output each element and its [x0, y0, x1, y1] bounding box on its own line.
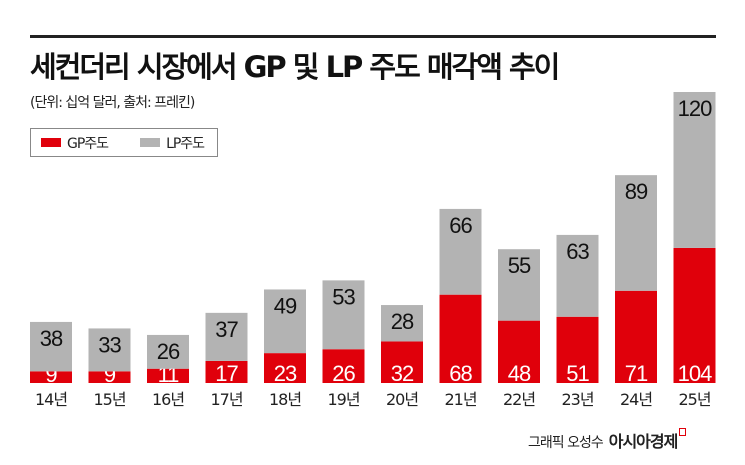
bar-gp-25년 — [673, 247, 716, 383]
credit-text: 그래픽 오성수 — [528, 435, 604, 451]
chart-title: 세컨더리 시장에서 GP 및 LP 주도 매각액 추이 — [30, 50, 560, 84]
x-tick-label: 24년 — [620, 390, 652, 409]
x-tick-label: 23년 — [561, 390, 593, 409]
data-label: 71 — [625, 361, 648, 386]
legend-swatch-lp — [140, 138, 161, 147]
data-label: 33 — [98, 332, 121, 357]
data-label: 26 — [157, 339, 180, 364]
bar-lp-21년 — [439, 208, 482, 295]
bar-lp-18년 — [264, 289, 306, 354]
data-label: 63 — [566, 239, 589, 264]
x-tick-label: 14년 — [35, 390, 67, 409]
data-label: 120 — [678, 96, 712, 121]
data-label: 89 — [625, 179, 648, 204]
bar-lp-17년 — [205, 312, 248, 361]
legend-label-lp: LP주도 — [166, 135, 205, 152]
bar-lp-19년 — [322, 280, 365, 350]
data-label: 28 — [391, 309, 414, 334]
legend-label-gp: GP주도 — [67, 135, 109, 152]
x-tick-label: 15년 — [93, 390, 125, 409]
bar-lp-25년 — [673, 92, 716, 248]
bar-gp-23년 — [556, 316, 599, 383]
data-label: 66 — [449, 213, 472, 238]
data-label: 26 — [332, 361, 355, 386]
bar-gp-14년 — [30, 371, 72, 383]
bar-lp-20년 — [381, 305, 423, 342]
data-label: 37 — [215, 317, 238, 342]
bar-gp-24년 — [615, 290, 657, 383]
bar-lp-16년 — [147, 334, 189, 369]
chart-subtitle: (단위: 십억 달러, 출처: 프레킨) — [30, 95, 195, 111]
data-label: 68 — [449, 361, 472, 386]
data-label: 23 — [274, 361, 297, 386]
data-label: 51 — [566, 361, 589, 386]
bar-gp-18년 — [264, 353, 306, 383]
bar-gp-19년 — [322, 349, 365, 383]
x-tick-label: 17년 — [210, 390, 242, 409]
x-tick-label: 16년 — [152, 390, 184, 409]
data-label: 49 — [274, 293, 297, 318]
bar-lp-22년 — [498, 249, 540, 321]
bar-lp-24년 — [615, 175, 657, 291]
data-label: 55 — [508, 253, 531, 278]
legend: GP주도 LP주도 — [30, 128, 218, 157]
x-tick-label: 22년 — [503, 390, 535, 409]
x-tick-label: 25년 — [678, 390, 710, 409]
bar-gp-22년 — [498, 320, 540, 383]
data-label: 17 — [215, 361, 238, 386]
data-label: 32 — [391, 361, 414, 386]
data-label: 104 — [678, 361, 712, 386]
legend-swatch-gp — [41, 138, 61, 147]
bar-gp-17년 — [205, 360, 248, 383]
bar-lp-15년 — [88, 328, 131, 372]
bar-gp-20년 — [381, 341, 423, 383]
credit: 그래픽 오성수 아시아경제 — [528, 428, 687, 452]
data-label: 38 — [40, 326, 63, 351]
bar-lp-14년 — [30, 321, 72, 372]
x-tick-label: 20년 — [386, 390, 418, 409]
bar-gp-16년 — [147, 368, 189, 383]
bar-gp-15년 — [88, 371, 131, 383]
x-tick-label: 18년 — [269, 390, 301, 409]
x-tick-label: 21년 — [444, 390, 476, 409]
brand-mark-icon — [679, 428, 687, 436]
x-tick-label: 19년 — [327, 390, 359, 409]
data-label: 53 — [332, 284, 355, 309]
brand-logo: 아시아경제 — [608, 432, 679, 451]
top-rule — [30, 35, 716, 38]
data-label: 48 — [508, 361, 531, 386]
bar-lp-23년 — [556, 234, 599, 317]
bar-gp-21년 — [439, 294, 482, 383]
